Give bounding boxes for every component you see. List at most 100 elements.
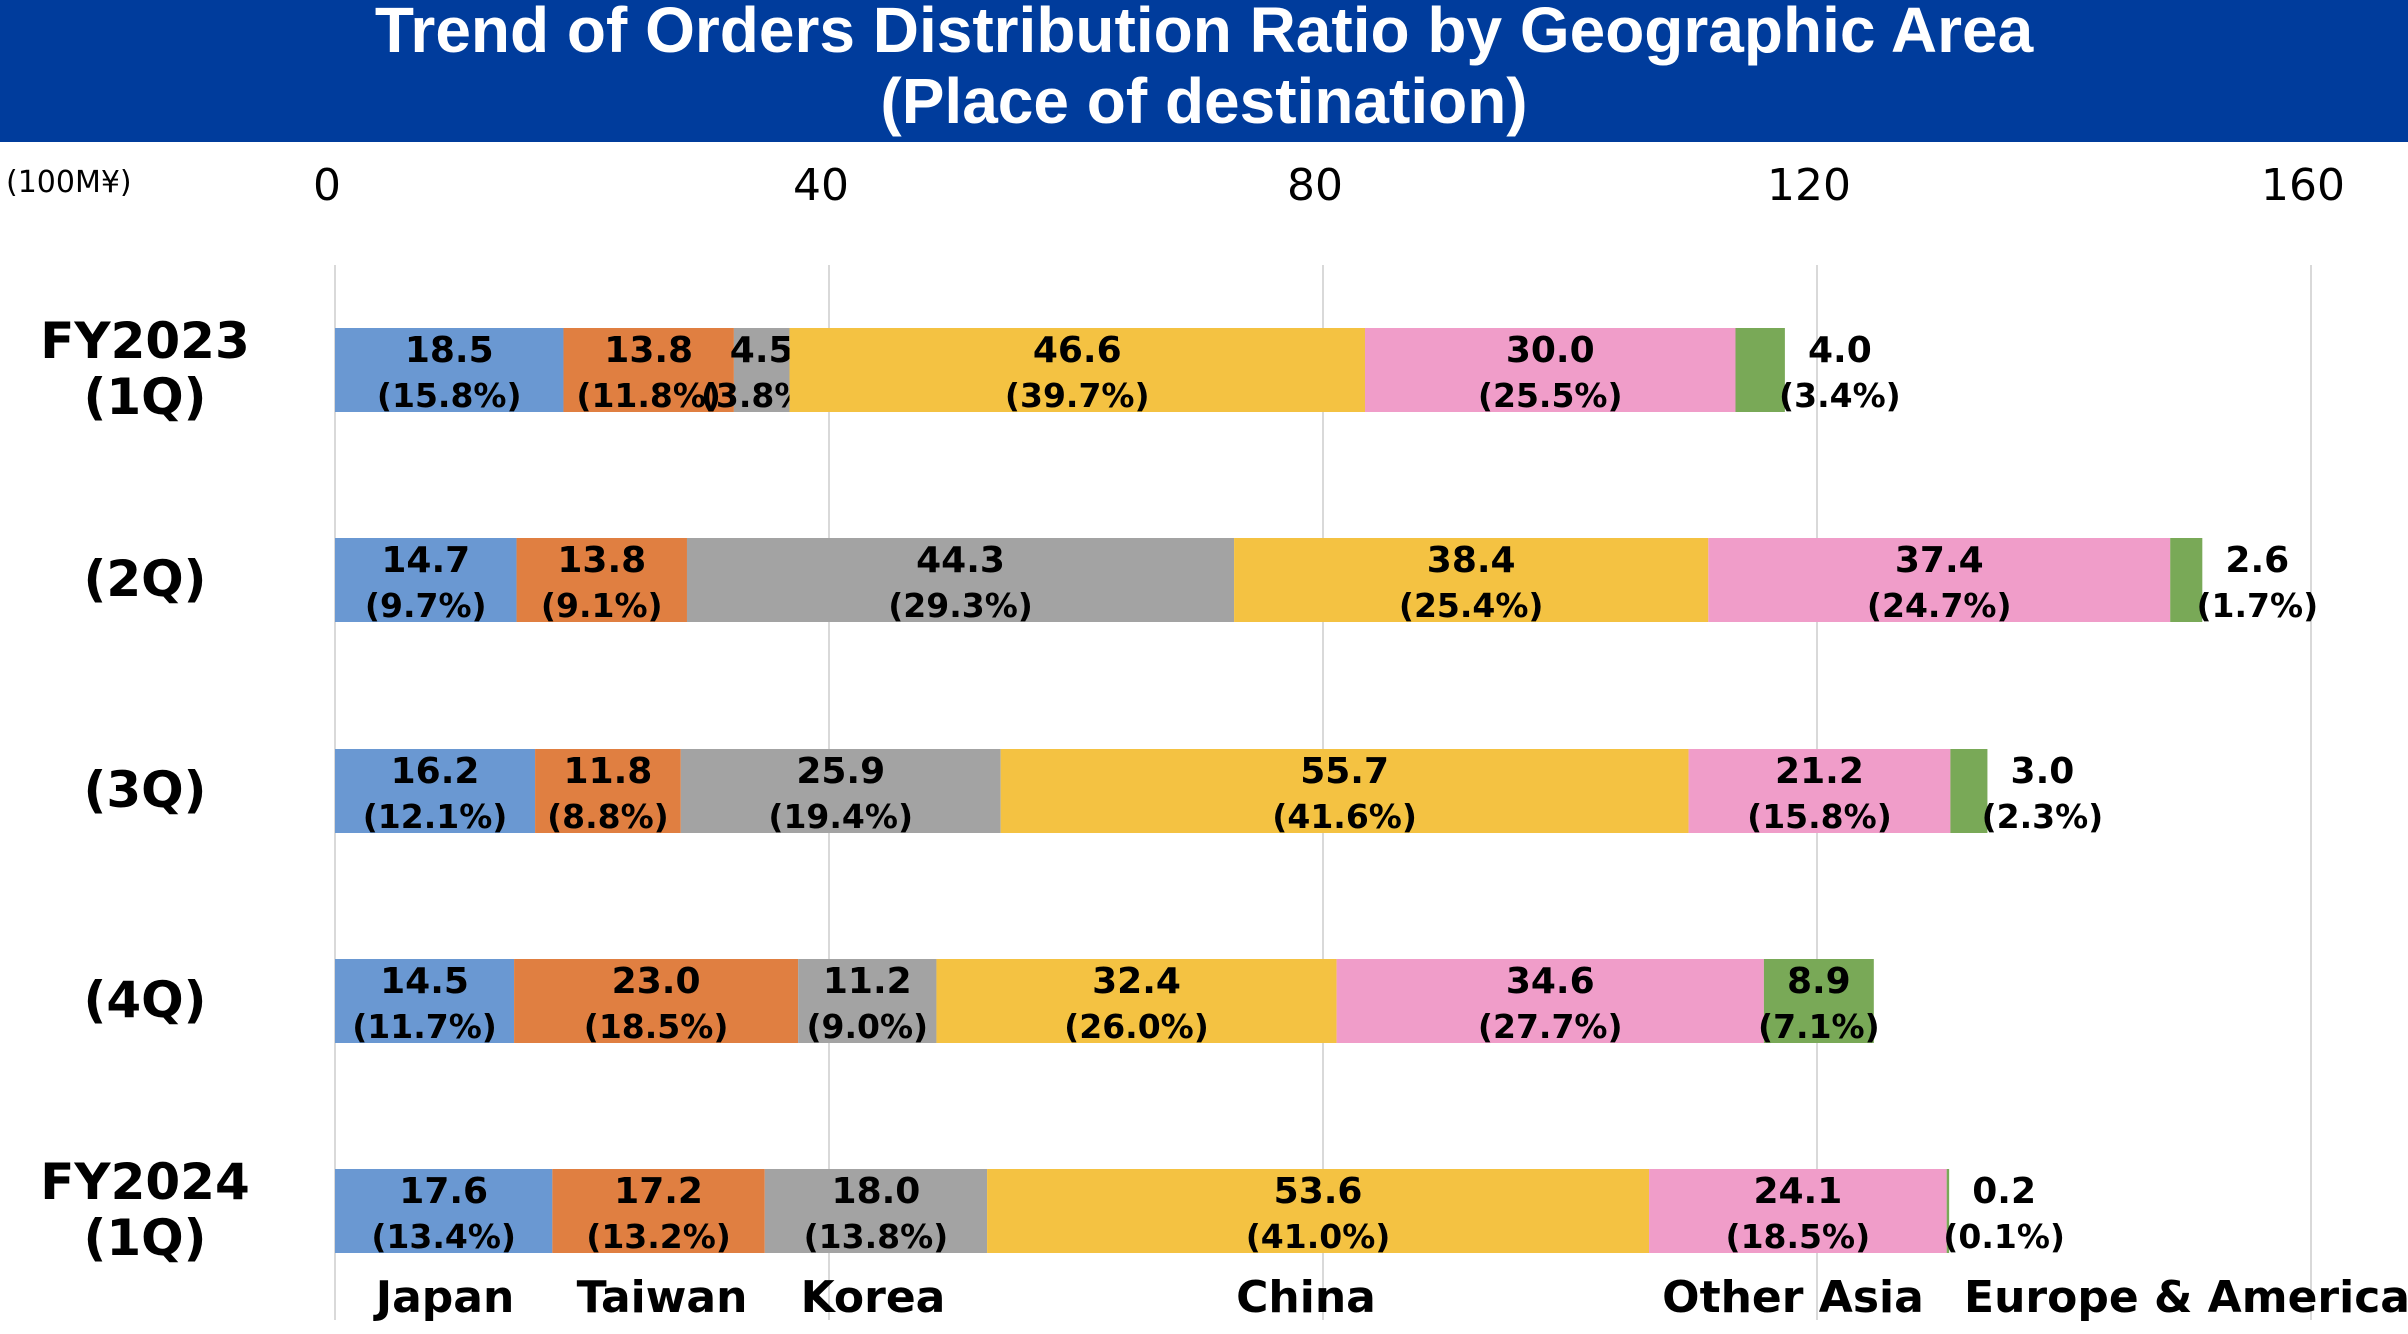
- data-label: 18.0: [832, 1171, 921, 1212]
- data-label: 55.7: [1300, 751, 1389, 792]
- category-label: (2Q): [84, 550, 207, 608]
- legend-entry: Europe & America: [1964, 1272, 2408, 1323]
- legend-entry: Japan: [373, 1272, 515, 1323]
- data-label-pct: (26.0%): [1064, 1007, 1209, 1046]
- bar-segment: [1336, 959, 1764, 1043]
- data-label: 14.7: [381, 540, 470, 581]
- bar-segment: [1234, 538, 1709, 622]
- data-label-pct: (15.8%): [377, 376, 522, 415]
- data-label: 13.8: [604, 330, 693, 371]
- bar-segment: [680, 749, 1001, 833]
- data-label-pct: (0.1%): [1943, 1217, 2065, 1256]
- data-label-pct: (18.5%): [1726, 1217, 1871, 1256]
- data-label: 0.2: [1972, 1171, 2036, 1212]
- bar-segment: [516, 538, 687, 622]
- data-label-pct: (8.8%): [547, 797, 669, 836]
- bar-segment: [1649, 1169, 1947, 1253]
- data-label-pct: (2.3%): [1982, 797, 2104, 836]
- bar-segment: [764, 1169, 988, 1253]
- bar-segment: [335, 1169, 553, 1253]
- data-label: 17.6: [399, 1171, 488, 1212]
- legend-entry: Korea: [801, 1272, 946, 1323]
- data-label-pct: (25.5%): [1478, 376, 1623, 415]
- bar-segment: [733, 328, 790, 412]
- bar-segment: [1950, 749, 1988, 833]
- x-tick-label: 80: [1287, 160, 1343, 211]
- bar-segment: [1708, 538, 2171, 622]
- data-label-pct: (25.4%): [1399, 586, 1544, 625]
- data-label-pct: (9.0%): [806, 1007, 928, 1046]
- bar-segment: [335, 959, 515, 1043]
- data-label-pct: (18.5%): [584, 1007, 729, 1046]
- bar-segment: [335, 328, 564, 412]
- x-tick-label: 160: [2261, 160, 2345, 211]
- bar-segment: [2170, 538, 2203, 622]
- data-label: 37.4: [1895, 540, 1984, 581]
- stacked-bar-chart: 0 40 80 120 160(100M¥)FY2023(1Q)(2Q)(3Q)(4Q)…: [6, 160, 2408, 1323]
- data-label-pct: (11.7%): [352, 1007, 497, 1046]
- category-label: FY2023: [40, 312, 250, 370]
- data-label: 11.8: [564, 751, 653, 792]
- data-label-pct: (13.2%): [586, 1217, 731, 1256]
- data-label-pct: (19.4%): [768, 797, 913, 836]
- legend-entry: China: [1236, 1272, 1376, 1323]
- data-label: 25.9: [796, 751, 885, 792]
- data-label: 32.4: [1092, 961, 1181, 1002]
- data-label: 34.6: [1506, 961, 1595, 1002]
- data-label-pct: (41.6%): [1272, 797, 1417, 836]
- data-label-pct: (13.4%): [371, 1217, 516, 1256]
- bar-segment: [563, 328, 734, 412]
- category-label: (3Q): [84, 761, 207, 819]
- title-bar: Trend of Orders Distribution Ratio by Ge…: [0, 0, 2408, 142]
- chart-title: Trend of Orders Distribution Ratio by Ge…: [374, 0, 2034, 66]
- bar-segment: [1735, 328, 1785, 412]
- bar-segment: [1000, 749, 1689, 833]
- bar-segment: [987, 1169, 1650, 1253]
- data-label-pct: (9.1%): [541, 586, 663, 625]
- x-tick-label: 0: [313, 160, 341, 211]
- data-label-pct: (11.8%): [576, 376, 721, 415]
- category-label: (4Q): [84, 971, 207, 1029]
- data-label-pct: (29.3%): [888, 586, 1033, 625]
- chart-subtitle: (Place of destination): [880, 65, 1528, 137]
- data-label-pct: (3.4%): [1779, 376, 1901, 415]
- legend-entry: Other Asia: [1662, 1272, 1924, 1323]
- x-tick-label: 120: [1767, 160, 1851, 211]
- data-label-pct: (39.7%): [1005, 376, 1150, 415]
- data-label-pct: (12.1%): [363, 797, 508, 836]
- unit-label: (100M¥): [6, 165, 132, 200]
- data-label: 14.5: [380, 961, 469, 1002]
- legend-entry: Taiwan: [577, 1272, 748, 1323]
- bar-segment: [335, 749, 536, 833]
- bar-segment: [552, 1169, 765, 1253]
- data-label: 21.2: [1775, 751, 1864, 792]
- category-label: (1Q): [84, 1209, 207, 1267]
- data-label: 24.1: [1753, 1171, 1842, 1212]
- data-label-pct: (1.7%): [2196, 586, 2318, 625]
- data-label: 4.0: [1808, 330, 1872, 371]
- data-label-pct: (27.7%): [1478, 1007, 1623, 1046]
- data-label: 13.8: [557, 540, 646, 581]
- data-label: 11.2: [823, 961, 912, 1002]
- bar-segment: [1946, 1169, 1950, 1253]
- bar-segment: [1763, 959, 1874, 1043]
- data-label: 46.6: [1033, 330, 1122, 371]
- bar-segment: [535, 749, 681, 833]
- data-label: 53.6: [1274, 1171, 1363, 1212]
- data-label-pct: (15.8%): [1747, 797, 1892, 836]
- data-label: 16.2: [391, 751, 480, 792]
- data-label: 17.2: [614, 1171, 703, 1212]
- bar-segment: [514, 959, 799, 1043]
- data-label: 8.9: [1787, 961, 1851, 1002]
- bar-segment: [789, 328, 1365, 412]
- data-label-pct: (9.7%): [365, 586, 487, 625]
- bar-segment: [686, 538, 1235, 622]
- data-label-pct: (7.1%): [1758, 1007, 1880, 1046]
- data-label: 4.5: [730, 330, 794, 371]
- bar-segment: [1364, 328, 1736, 412]
- data-label: 44.3: [916, 540, 1005, 581]
- bar-segment: [936, 959, 1337, 1043]
- bar-segment: [335, 538, 517, 622]
- category-label: (1Q): [84, 368, 207, 426]
- data-label: 2.6: [2225, 540, 2289, 581]
